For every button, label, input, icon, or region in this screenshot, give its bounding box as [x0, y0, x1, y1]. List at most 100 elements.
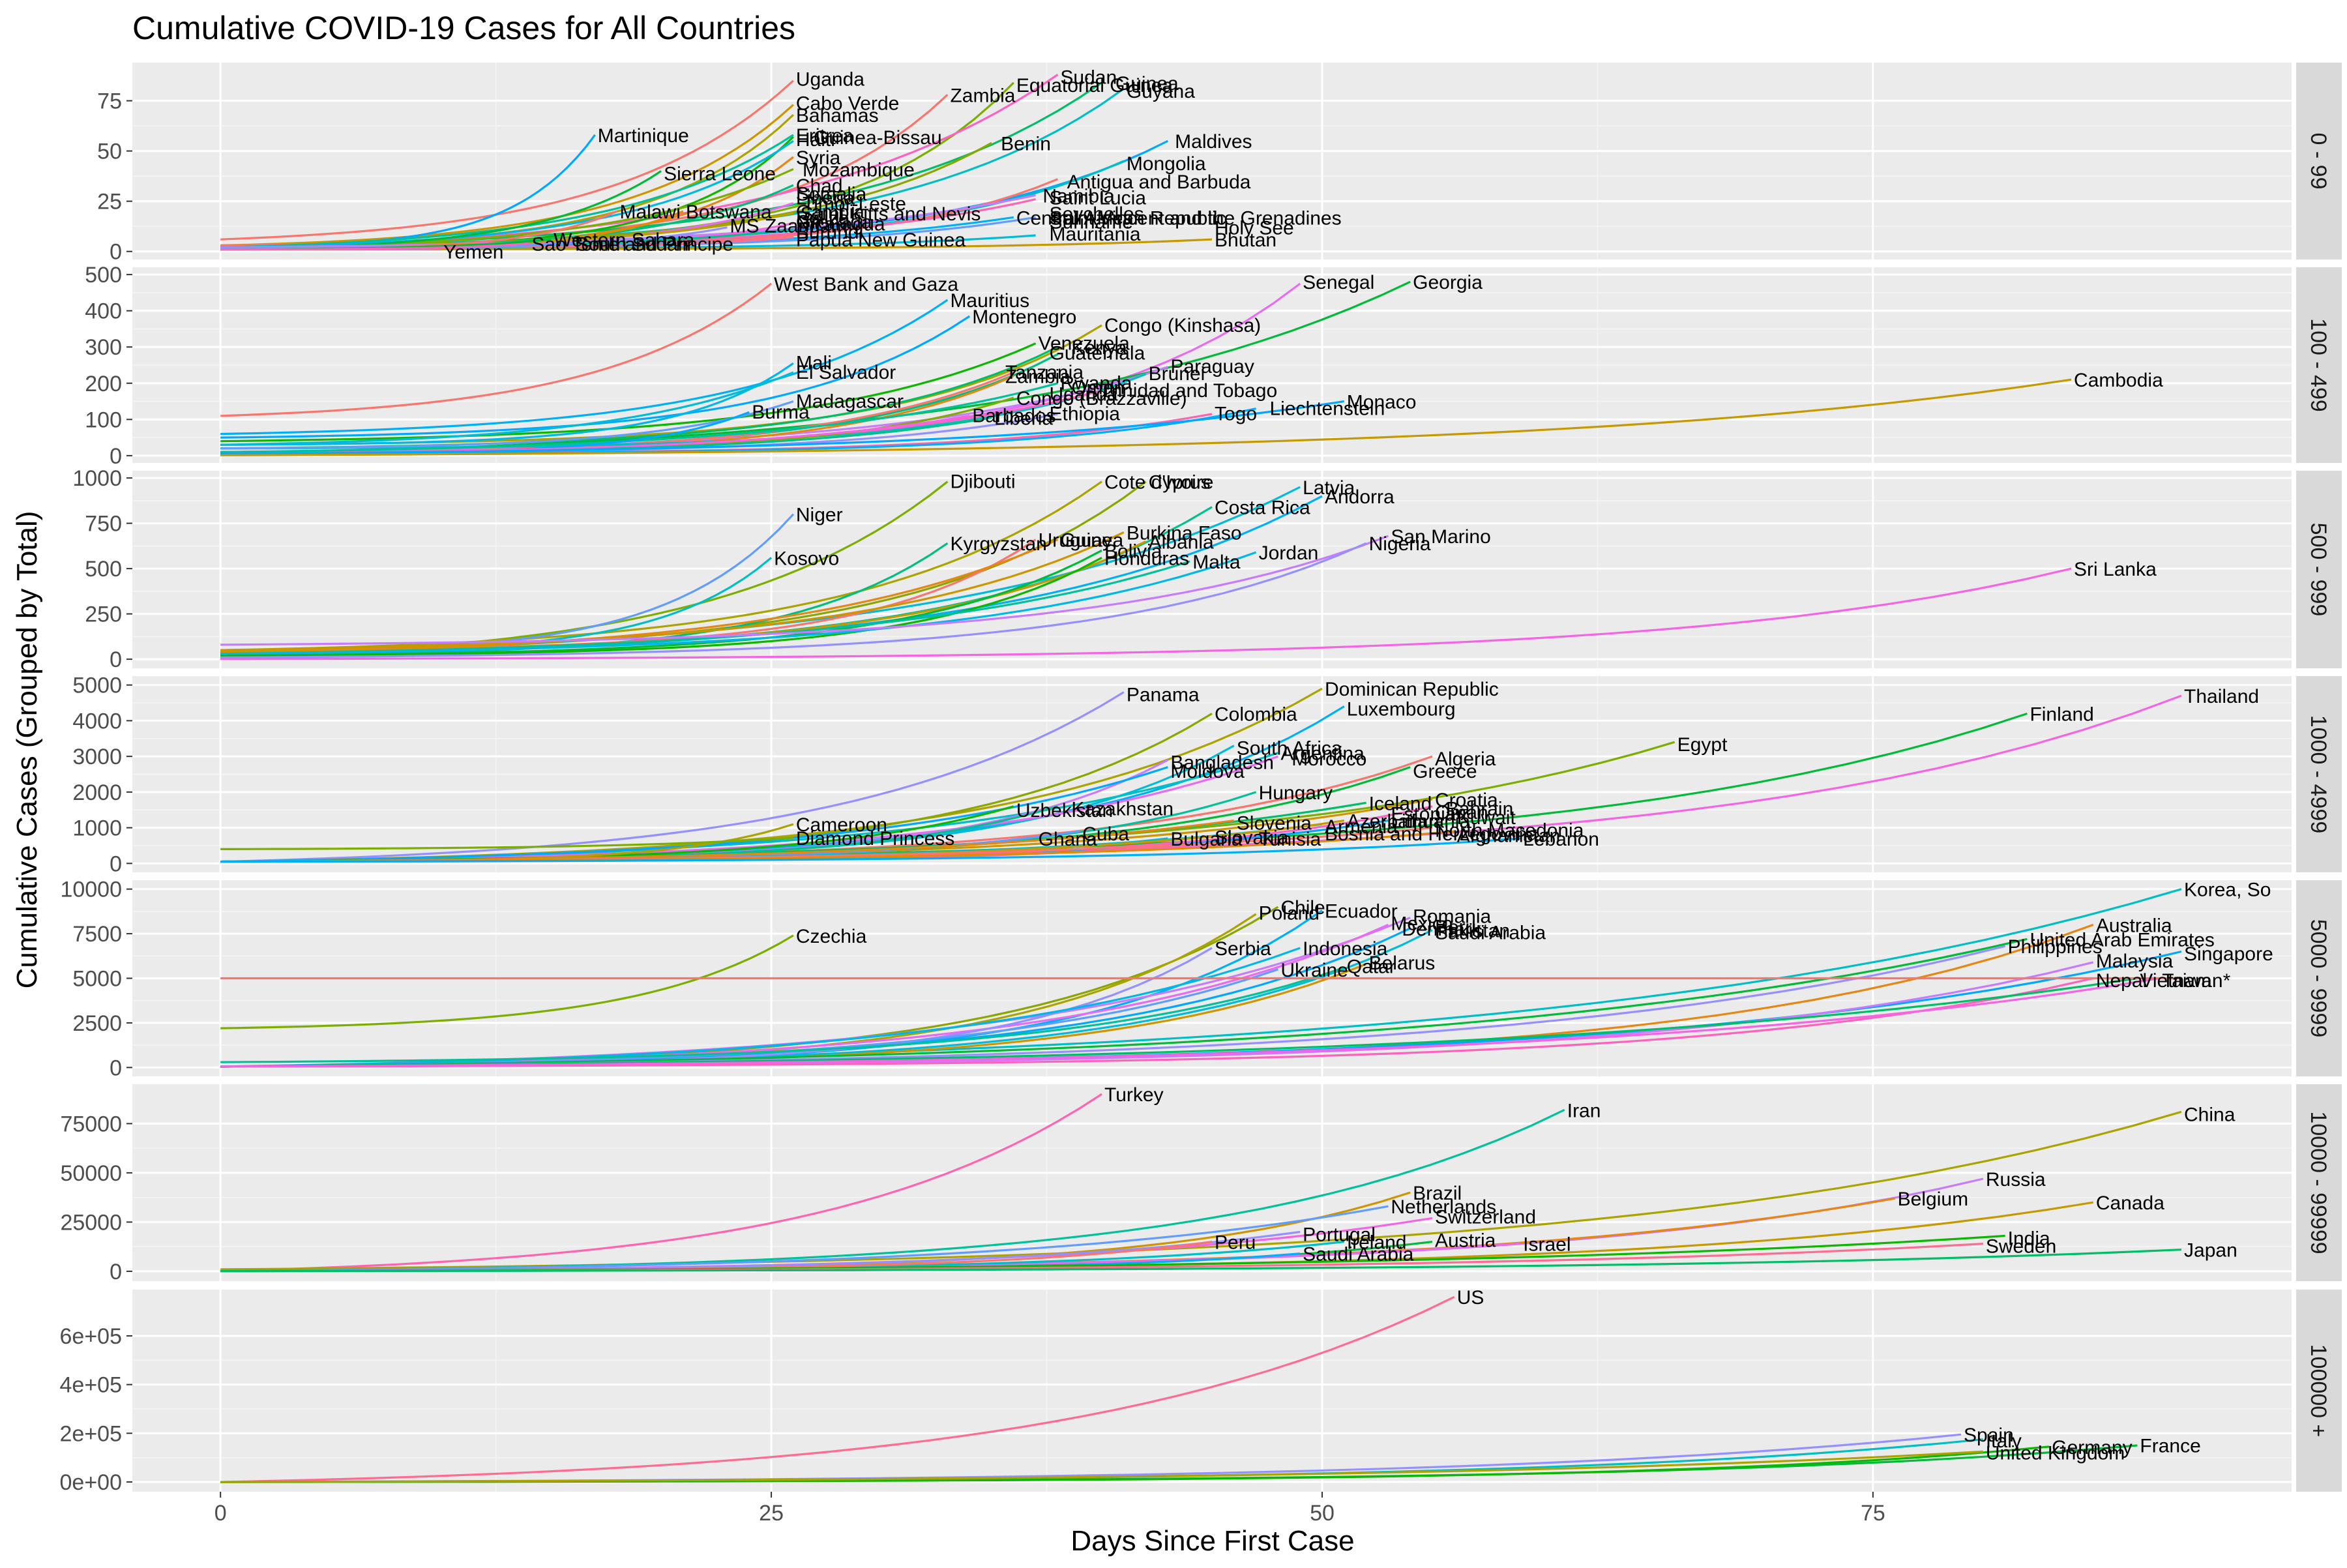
- end-label: Iran: [1567, 1100, 1601, 1121]
- end-label: Nepal: [2096, 970, 2147, 992]
- y-tick-label: 7500: [72, 922, 122, 947]
- end-label: Peru: [1435, 917, 1476, 938]
- end-label: San Marino: [1391, 526, 1490, 548]
- series-line-sri-lanka: [220, 567, 2072, 660]
- end-label: Tanzania: [1005, 362, 1084, 383]
- end-label: Ethiopia: [1050, 403, 1121, 424]
- end-label: Seychelles: [1050, 203, 1144, 225]
- end-label: Armenia: [1325, 816, 1398, 838]
- end-label: Mozambique: [803, 159, 915, 181]
- series-line-sao-tome-and-principe: [220, 242, 529, 251]
- end-label: Spain: [1964, 1425, 2014, 1446]
- end-label: Ukraine: [1280, 960, 1348, 981]
- facet-strip: [2296, 880, 2342, 1076]
- end-label: Liberia: [994, 408, 1053, 430]
- end-label: Cuba: [1082, 823, 1129, 845]
- series-line-nigeria: [220, 542, 1367, 658]
- end-label: Turkey: [1104, 1084, 1164, 1106]
- end-label: Pakistan: [1435, 921, 1510, 942]
- y-tick-label: 0: [110, 444, 122, 469]
- series-line-united-arab-emirates: [220, 938, 2028, 1068]
- end-label: Costa Rica: [1215, 497, 1310, 519]
- series-line-monaco: [220, 400, 1345, 455]
- end-label: Belgium: [1898, 1189, 1968, 1210]
- end-label: Moldova: [1170, 761, 1245, 782]
- end-label: Algeria: [1435, 748, 1496, 770]
- end-label: Cabo Verde: [796, 93, 899, 115]
- end-label: Colombia: [1215, 703, 1297, 725]
- end-label: Jordan: [1259, 542, 1319, 564]
- end-label: Romania: [1413, 906, 1491, 928]
- y-tick-label: 300: [85, 335, 122, 360]
- series-line-uganda: [220, 80, 794, 241]
- end-label: Argentina: [1280, 743, 1365, 765]
- end-label: Zambia: [950, 85, 1015, 106]
- y-tick-label: 10000: [60, 878, 122, 902]
- end-label: Indonesia: [1303, 938, 1387, 960]
- y-tick-label: 2500: [72, 1011, 122, 1036]
- end-label: Zambia: [1005, 366, 1070, 388]
- series-line-san-marino: [220, 535, 1389, 646]
- end-label: Holy See: [1215, 218, 1294, 239]
- y-tick-label: 50: [97, 140, 122, 164]
- end-label: Philippines: [2008, 936, 2103, 958]
- x-axis-title: Days Since First Case: [1070, 1525, 1354, 1557]
- end-label: India: [2008, 1228, 2050, 1250]
- end-label: Egypt: [1677, 734, 1728, 756]
- end-label: Uganda: [796, 69, 864, 91]
- end-label: China: [2184, 1104, 2236, 1125]
- end-label: Latvia: [1303, 477, 1355, 499]
- end-label: Burkina Faso: [1127, 523, 1242, 544]
- facet-strip: [2296, 1084, 2342, 1281]
- end-label: Dominican Republic: [1325, 679, 1499, 700]
- end-label: Burma: [752, 402, 810, 423]
- end-label: Saudi Arabia: [1435, 922, 1546, 943]
- end-label: Switzerland: [1435, 1206, 1536, 1228]
- end-label: Iceland: [1369, 793, 1432, 814]
- series-lines: [220, 1295, 2138, 1483]
- end-label: Croatia: [1435, 790, 1498, 811]
- y-tick-label: 4e+05: [60, 1373, 123, 1398]
- end-label: Bangladesh: [1170, 752, 1273, 773]
- end-label: Saudi Arabia: [1303, 1244, 1413, 1265]
- end-label: Qatar: [1347, 956, 1396, 977]
- panel-background: [132, 1084, 2292, 1281]
- end-label: Honduras: [1104, 548, 1189, 569]
- end-label: Sierra Leone: [664, 163, 776, 185]
- y-tick-label: 0: [110, 1260, 122, 1284]
- end-label: Guinea: [1115, 73, 1179, 95]
- end-label: Barbados: [972, 406, 1055, 427]
- end-label: Namibia: [1042, 185, 1114, 207]
- end-label: Gambia: [796, 201, 864, 223]
- end-label: Peru: [1215, 1232, 1256, 1254]
- end-label: Papua New Guinea: [796, 229, 966, 251]
- end-label: Liechtenstein: [1269, 398, 1385, 420]
- facet-strip: [2296, 471, 2342, 668]
- y-tick-label: 1000: [72, 816, 122, 841]
- series-line-indonesia: [220, 947, 1301, 1068]
- end-label: Congo (Brazzaville): [1016, 388, 1187, 409]
- series-line-namibia: [220, 194, 1036, 249]
- series-line-japan: [220, 1249, 2182, 1273]
- series-line-jordan: [220, 551, 1257, 655]
- series-line-turkey: [220, 1093, 1102, 1273]
- end-label: Guatemala: [1050, 343, 1145, 364]
- end-label: Cote d'Ivoire: [1104, 472, 1213, 494]
- y-tick-label: 0e+00: [60, 1470, 123, 1495]
- y-axis-title: Cumulative Cases (Grouped by Total): [11, 511, 43, 989]
- end-label: Taiwan*: [2162, 970, 2230, 992]
- end-label: Sudan: [1060, 67, 1117, 89]
- end-label: Syria: [796, 147, 841, 169]
- end-label: Oman: [1071, 377, 1125, 398]
- end-label: Togo: [1215, 403, 1257, 424]
- end-label: Timor-Leste: [803, 194, 906, 215]
- end-label: Guyana: [1127, 81, 1195, 102]
- x-axis: 0 25 50 75: [214, 1492, 1885, 1526]
- facet-strip: [2296, 1290, 2342, 1492]
- panel-6: 0 25000 50000 75000 Turkey China Iran Russia Bra…: [60, 1084, 2342, 1284]
